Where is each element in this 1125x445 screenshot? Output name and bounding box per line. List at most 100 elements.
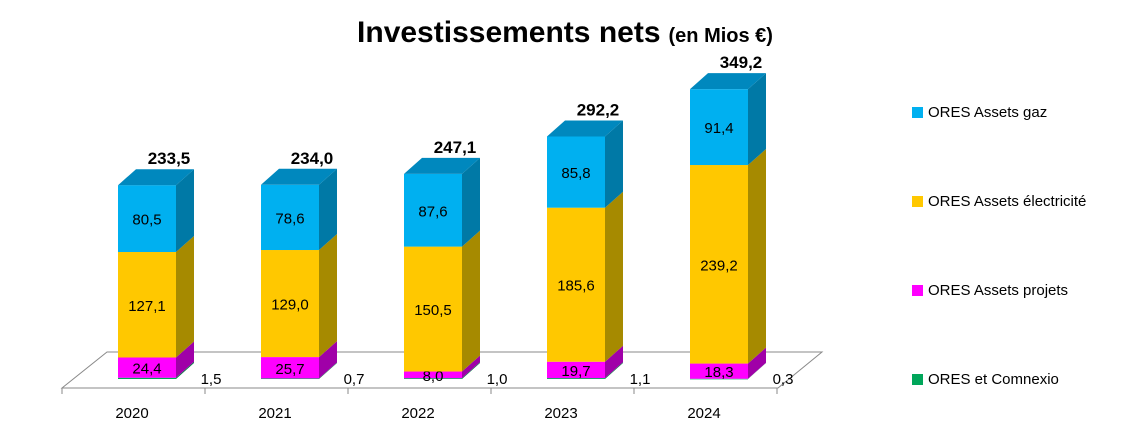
bar-segment-front (404, 173, 462, 247)
legend-item: ORES Assets projets (912, 282, 1068, 299)
total-label: 233,5 (148, 149, 191, 168)
bar-segment-front (690, 378, 748, 380)
bar-segment-front (261, 250, 319, 358)
bar-segment-side (605, 191, 623, 362)
x-tick-label: 2020 (115, 405, 148, 422)
total-label: 247,1 (434, 138, 477, 157)
total-label: 234,0 (291, 149, 334, 168)
chart-title-unit: (en Mios €) (669, 25, 773, 47)
legend-swatch (912, 285, 923, 296)
bar-segment-front (118, 357, 176, 378)
bar-segment-front (547, 378, 605, 379)
data-label: 85,8 (561, 165, 590, 182)
bar-segment-side (176, 341, 194, 378)
bar-stack-2024: 0,3 18,3 239,2 91,4 349,2 (690, 53, 793, 388)
bar-segment-side (605, 120, 623, 208)
legend-label: ORES Assets gaz (928, 104, 1047, 121)
bar-segment-front (261, 184, 319, 251)
bar-segment-side (176, 169, 194, 253)
legend: ORES Assets gaz ORES Assets électricité OR… (912, 104, 1086, 388)
legend-item: ORES Assets gaz (912, 104, 1047, 121)
bars: 1,5 24,4 127,1 80,5 233,5 0,7 25,7 129,0 78,6 234… (118, 53, 793, 388)
legend-item: ORES et Comnexio (912, 371, 1059, 388)
bar-stack-2021: 0,7 25,7 129,0 78,6 234,0 (261, 149, 364, 388)
bar-segment-side (605, 362, 623, 379)
bar-stack-2023: 1,1 19,7 185,6 85,8 292,2 (547, 100, 650, 388)
bar-top-face (547, 120, 623, 137)
bar-segment-side (462, 157, 480, 247)
legend-item: ORES Assets électricité (912, 193, 1086, 210)
bar-segment-front (118, 185, 176, 253)
data-label: 18,3 (704, 364, 733, 381)
data-label: 87,6 (418, 203, 447, 220)
data-label: 91,4 (704, 120, 733, 137)
data-label: 185,6 (557, 278, 595, 295)
data-label: 239,2 (700, 257, 738, 274)
bar-segment-front (118, 377, 176, 379)
bar-segment-side (319, 234, 337, 358)
data-label: 1,0 (487, 371, 508, 388)
data-label: 1,1 (630, 371, 651, 388)
bar-segment-side (748, 73, 766, 166)
bar-segment-front (547, 361, 605, 379)
bar-top-face (404, 157, 480, 174)
data-label: 19,7 (561, 363, 590, 380)
bar-segment-side (605, 345, 623, 379)
data-label: 8,0 (423, 368, 444, 385)
bar-segment-front (690, 363, 748, 379)
bar-segment-front (690, 165, 748, 364)
data-label: 0,3 (773, 371, 794, 388)
bar-segment-front (547, 136, 605, 208)
data-label: 1,5 (201, 371, 222, 388)
bar-stack-2022: 1,0 8,0 150,5 87,6 247,1 (404, 138, 507, 388)
legend-swatch (912, 107, 923, 118)
legend-label: ORES Assets électricité (928, 193, 1086, 210)
bar-segment-side (748, 362, 766, 379)
bar-segment-side (319, 168, 337, 251)
chart-title: Investissements nets (en Mios €) (357, 16, 773, 49)
legend-label: ORES Assets projets (928, 282, 1068, 299)
chart-title-main: Investissements nets (357, 16, 660, 49)
data-label: 150,5 (414, 302, 452, 319)
x-tick-label: 2021 (258, 405, 291, 422)
bar-segment-front (404, 246, 462, 372)
data-label: 25,7 (275, 361, 304, 378)
bar-segment-front (261, 378, 319, 380)
legend-swatch (912, 196, 923, 207)
legend-label: ORES et Comnexio (928, 371, 1059, 388)
bar-segment-side (748, 149, 766, 364)
data-label: 129,0 (271, 297, 309, 314)
bar-segment-side (462, 355, 480, 379)
bar-segment-side (176, 236, 194, 358)
bar-top-face (118, 169, 194, 186)
bar-segment-front (261, 357, 319, 379)
x-tick-label: 2024 (687, 405, 720, 422)
bar-segment-side (319, 362, 337, 379)
data-label: 78,6 (275, 210, 304, 227)
x-axis: 2020 2021 2022 2023 2024 (115, 405, 720, 422)
bar-segment-side (176, 361, 194, 379)
bar-segment-side (462, 230, 480, 372)
data-label: 127,1 (128, 298, 166, 315)
total-label: 292,2 (577, 100, 620, 119)
data-label: 24,4 (132, 361, 161, 378)
bar-top-face (690, 73, 766, 90)
bar-segment-front (547, 207, 605, 362)
bar-segment-side (462, 362, 480, 379)
bar-segment-front (118, 252, 176, 358)
bar-segment-front (404, 378, 462, 379)
data-label: 0,7 (344, 371, 365, 388)
bar-top-face (261, 168, 337, 185)
x-tick-label: 2022 (401, 405, 434, 422)
bar-segment-side (748, 347, 766, 379)
bar-segment-side (319, 341, 337, 379)
legend-swatch (912, 374, 923, 385)
bar-stack-2020: 1,5 24,4 127,1 80,5 233,5 (118, 149, 221, 388)
x-tick-label: 2023 (544, 405, 577, 422)
bar-segment-front (404, 371, 462, 379)
total-label: 349,2 (720, 53, 763, 72)
data-label: 80,5 (132, 212, 161, 229)
bar-segment-front (690, 89, 748, 166)
